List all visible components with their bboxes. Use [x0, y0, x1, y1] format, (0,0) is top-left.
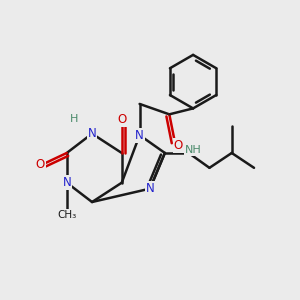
Text: N: N — [146, 182, 154, 195]
Text: N: N — [62, 176, 71, 189]
Text: CH₃: CH₃ — [57, 210, 76, 220]
Text: N: N — [135, 129, 144, 142]
Text: O: O — [35, 158, 45, 171]
Text: O: O — [117, 113, 126, 126]
Text: N: N — [88, 127, 96, 140]
Text: H: H — [70, 114, 78, 124]
Text: O: O — [174, 139, 183, 152]
Text: NH: NH — [185, 145, 202, 155]
